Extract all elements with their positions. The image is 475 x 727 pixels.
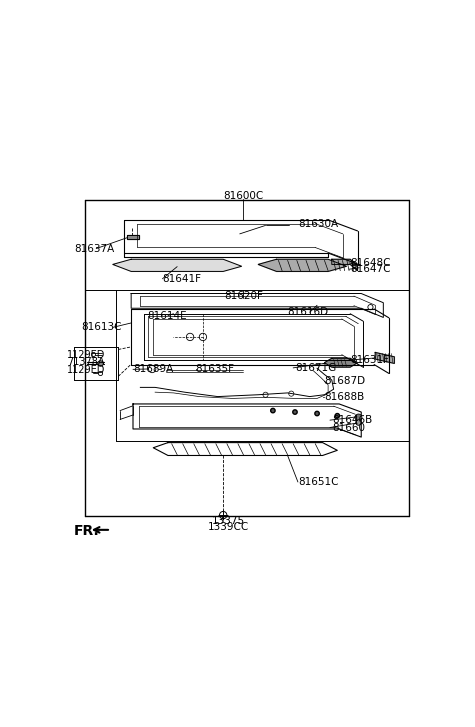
- Text: 81637A: 81637A: [74, 244, 114, 254]
- Text: 81671G: 81671G: [295, 363, 336, 373]
- Text: 1339CC: 1339CC: [208, 522, 249, 532]
- Text: 1129ED: 1129ED: [66, 350, 105, 360]
- Text: 81689A: 81689A: [133, 364, 173, 374]
- Text: 71378A: 71378A: [66, 358, 104, 367]
- Text: 81631F: 81631F: [350, 356, 389, 365]
- Text: 81648C: 81648C: [350, 258, 391, 268]
- Polygon shape: [375, 353, 394, 364]
- Text: 81600C: 81600C: [223, 190, 264, 201]
- Circle shape: [315, 411, 319, 416]
- Circle shape: [271, 409, 275, 413]
- Text: 81647C: 81647C: [350, 264, 391, 274]
- Text: 81635F: 81635F: [196, 364, 235, 374]
- Text: 81651C: 81651C: [299, 477, 339, 487]
- Text: 81687D: 81687D: [324, 376, 366, 386]
- Text: 81688B: 81688B: [324, 392, 365, 401]
- Text: 81646B: 81646B: [332, 415, 372, 425]
- Polygon shape: [324, 358, 358, 367]
- Text: 81613C: 81613C: [82, 322, 122, 332]
- Polygon shape: [258, 260, 346, 271]
- Text: 81660: 81660: [332, 422, 365, 433]
- Polygon shape: [127, 236, 139, 239]
- Text: FR.: FR.: [74, 523, 100, 537]
- Text: 81614E: 81614E: [148, 310, 187, 321]
- Text: 1129ED: 1129ED: [66, 365, 105, 375]
- Text: 81616D: 81616D: [288, 308, 329, 317]
- Polygon shape: [113, 260, 242, 271]
- Text: 81641F: 81641F: [162, 274, 201, 284]
- Text: 81630A: 81630A: [299, 220, 339, 229]
- Circle shape: [293, 410, 297, 414]
- Text: 81620F: 81620F: [224, 291, 263, 301]
- Text: 13375: 13375: [212, 516, 245, 526]
- Circle shape: [335, 414, 340, 418]
- Polygon shape: [332, 260, 358, 270]
